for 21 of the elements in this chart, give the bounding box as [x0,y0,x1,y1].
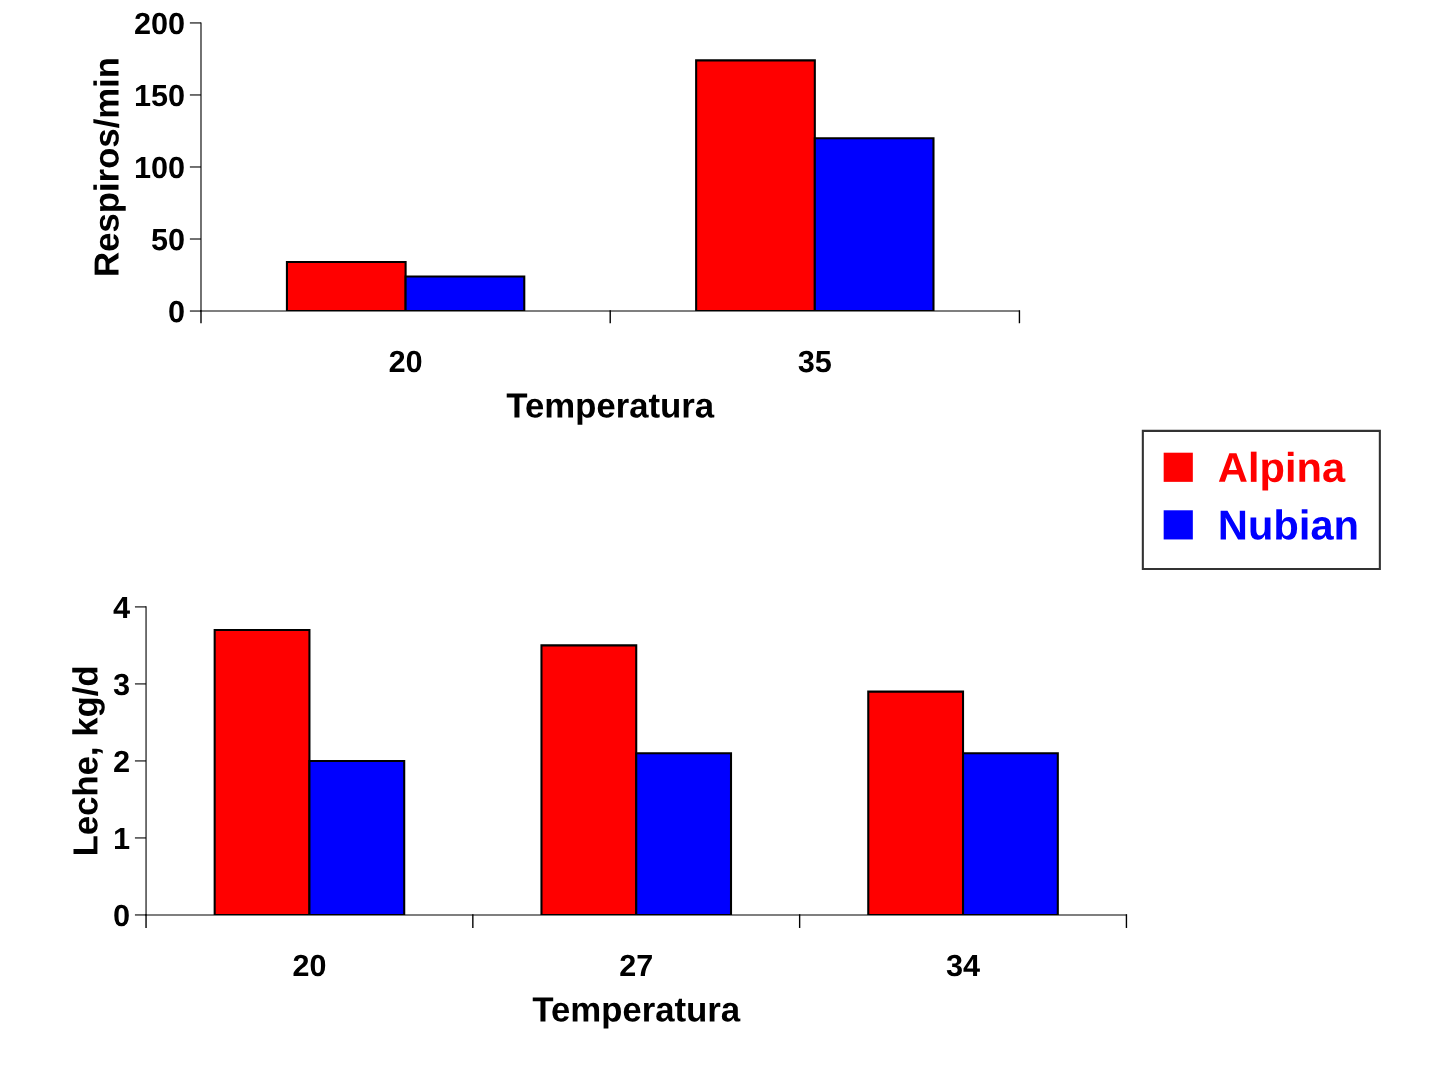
y-tick-label: 200 [135,12,184,35]
y-axis-title: Leche, kg/d [72,667,105,855]
y-tick-label: 0 [169,300,184,323]
x-axis-title: Temperatura [506,393,715,425]
x-tick-label: 35 [798,350,831,373]
y-tick-label: 1 [115,827,130,850]
x-tick-label: 20 [389,350,422,373]
y-tick-label: 100 [135,156,184,179]
y-tick-label: 50 [151,228,184,251]
y-axis-title: Respiros/min [93,59,126,275]
legend-label: Nubian [1220,509,1357,540]
x-tick-label: 20 [293,954,326,977]
y-tick-label: 150 [135,84,184,107]
legend-label: Alpina [1218,451,1346,491]
x-tick-label: 34 [946,954,980,977]
y-tick-label: 2 [114,750,129,772]
y-tick-label: 0 [114,904,129,927]
y-tick-label: 4 [113,596,130,618]
y-tick-label: 3 [113,673,129,696]
x-tick-label: 27 [620,954,652,976]
x-axis-title: Temperatura [532,997,741,1029]
